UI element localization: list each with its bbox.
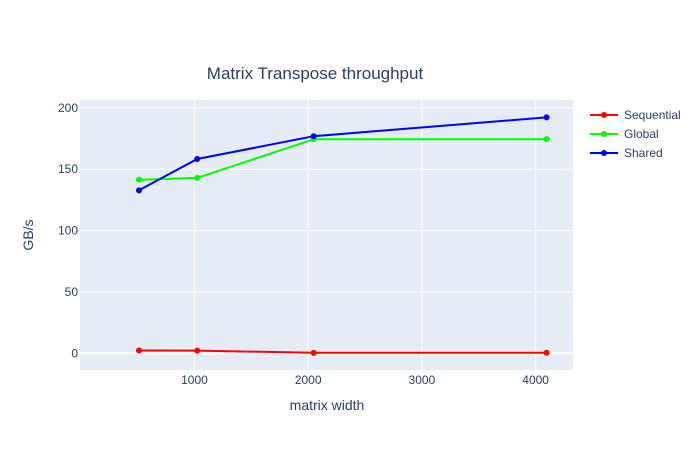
legend-swatch-marker [601, 112, 607, 118]
y-axis-title: GB/s [20, 219, 36, 250]
data-point-shared [310, 133, 317, 140]
plot-background [80, 100, 573, 370]
series-line-sequential [138, 349, 547, 354]
data-point-sequential [135, 347, 142, 354]
y-tick-label: 0 [71, 346, 78, 360]
data-point-sequential [310, 349, 317, 356]
legend-item-shared[interactable]: Shared [590, 146, 663, 160]
legend[interactable]: Sequential Global Shared [590, 108, 681, 160]
legend-swatch-marker [601, 131, 607, 137]
data-point-global [135, 176, 142, 183]
legend-swatch-marker [601, 150, 607, 156]
legend-label: Shared [624, 146, 663, 160]
y-tick-label: 150 [58, 162, 78, 176]
legend-label: Global [624, 127, 659, 141]
tick-layer: 1000 2000 3000 4000 0 50 100 150 200 [58, 101, 549, 387]
y-tick-label: 100 [58, 224, 78, 238]
x-axis-title: matrix width [290, 397, 365, 413]
data-point-shared [194, 156, 201, 163]
series-line-shared [138, 116, 547, 192]
data-point-global [543, 136, 550, 143]
data-point-global [194, 174, 201, 181]
data-point-shared [135, 187, 142, 194]
series-layer [135, 114, 550, 356]
x-tick-label: 3000 [409, 373, 436, 387]
y-tick-label: 200 [58, 101, 78, 115]
legend-label: Sequential [624, 108, 681, 122]
x-tick-label: 2000 [295, 373, 322, 387]
x-tick-label: 1000 [181, 373, 208, 387]
data-point-sequential [194, 347, 201, 354]
legend-item-sequential[interactable]: Sequential [590, 108, 681, 122]
series-line-global [138, 138, 547, 181]
chart-title: Matrix Transpose throughput [207, 64, 424, 83]
data-point-sequential [543, 349, 550, 356]
data-point-shared [543, 114, 550, 121]
legend-item-global[interactable]: Global [590, 127, 659, 141]
x-tick-label: 4000 [522, 373, 549, 387]
y-tick-label: 50 [65, 285, 79, 299]
